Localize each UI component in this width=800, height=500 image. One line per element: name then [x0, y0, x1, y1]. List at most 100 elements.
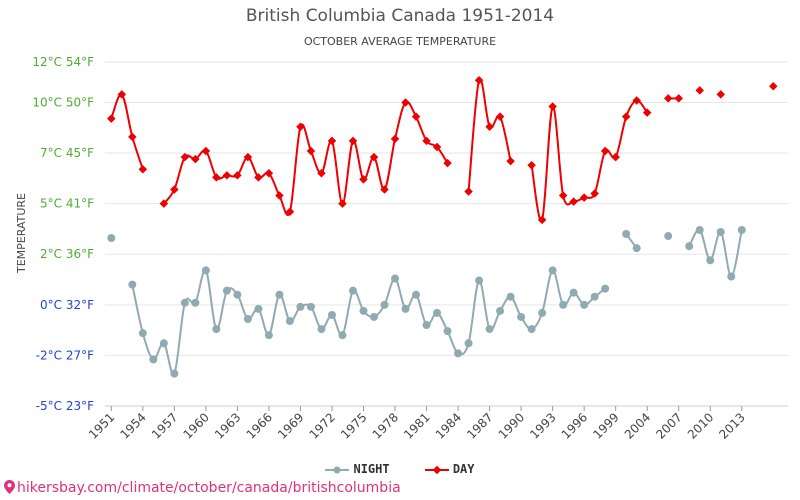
night-data-point[interactable]	[233, 290, 242, 299]
day-data-point[interactable]	[401, 98, 410, 107]
night-data-point[interactable]	[527, 325, 536, 334]
day-data-point[interactable]	[663, 94, 673, 103]
night-data-point[interactable]	[138, 329, 147, 338]
day-data-point[interactable]	[201, 146, 211, 156]
night-data-point[interactable]	[622, 230, 631, 238]
day-data-point[interactable]	[170, 185, 179, 194]
night-data-point[interactable]	[559, 300, 568, 309]
night-data-point[interactable]	[149, 355, 158, 364]
night-data-point[interactable]	[359, 306, 368, 315]
day-data-point[interactable]	[222, 171, 232, 180]
day-data-point[interactable]	[390, 134, 400, 144]
night-data-point[interactable]	[601, 284, 610, 293]
day-data-point[interactable]	[264, 169, 274, 178]
night-data-point[interactable]	[412, 290, 421, 299]
day-data-point[interactable]	[474, 75, 484, 85]
night-data-point[interactable]	[485, 325, 494, 334]
day-data-point[interactable]	[716, 90, 725, 99]
day-data-point[interactable]	[369, 152, 379, 162]
day-data-point[interactable]	[506, 156, 515, 166]
day-data-point[interactable]	[674, 94, 683, 103]
night-data-point[interactable]	[201, 266, 210, 275]
day-data-point[interactable]	[243, 152, 253, 162]
legend-item-day[interactable]: DAY	[424, 462, 475, 476]
day-data-point[interactable]	[443, 158, 452, 168]
night-data-point[interactable]	[391, 274, 400, 283]
day-data-point[interactable]	[317, 169, 326, 178]
night-data-point[interactable]	[517, 312, 526, 321]
night-data-point[interactable]	[685, 242, 694, 251]
night-data-point[interactable]	[254, 304, 263, 313]
night-data-point[interactable]	[296, 302, 305, 311]
day-data-point[interactable]	[233, 171, 242, 180]
day-data-point[interactable]	[548, 102, 557, 111]
legend-item-night[interactable]: NIGHT	[325, 462, 390, 476]
day-data-point[interactable]	[695, 86, 704, 95]
night-data-point[interactable]	[170, 369, 179, 378]
night-data-point[interactable]	[664, 232, 673, 241]
night-data-point[interactable]	[348, 286, 357, 295]
day-data-point[interactable]	[191, 154, 200, 164]
night-data-point[interactable]	[285, 317, 294, 326]
night-data-point[interactable]	[317, 325, 326, 334]
day-data-point[interactable]	[338, 199, 347, 208]
day-data-point[interactable]	[495, 112, 505, 121]
day-data-point[interactable]	[464, 187, 473, 196]
night-data-point[interactable]	[275, 290, 284, 299]
day-data-point[interactable]	[180, 152, 190, 162]
day-data-point[interactable]	[138, 165, 148, 174]
night-data-point[interactable]	[306, 302, 315, 311]
day-data-point[interactable]	[558, 191, 568, 200]
night-data-point[interactable]	[128, 280, 137, 289]
day-data-point[interactable]	[275, 191, 284, 200]
day-data-point[interactable]	[611, 152, 620, 162]
day-data-point[interactable]	[285, 207, 295, 216]
night-data-point[interactable]	[369, 312, 378, 321]
day-data-point[interactable]	[411, 112, 421, 121]
day-data-point[interactable]	[422, 136, 431, 146]
source-link[interactable]: hikersbay.com/climate/october/canada/bri…	[4, 480, 401, 498]
night-data-point[interactable]	[422, 321, 431, 330]
day-data-point[interactable]	[600, 146, 610, 156]
night-data-point[interactable]	[506, 292, 515, 301]
night-data-point[interactable]	[716, 227, 725, 236]
night-data-point[interactable]	[496, 306, 505, 315]
night-data-point[interactable]	[380, 300, 389, 309]
night-data-point[interactable]	[212, 325, 221, 334]
day-data-point[interactable]	[380, 185, 389, 194]
night-data-point[interactable]	[538, 308, 547, 317]
night-data-point[interactable]	[475, 276, 484, 285]
day-data-point[interactable]	[107, 114, 116, 123]
day-data-point[interactable]	[769, 82, 778, 91]
day-data-point[interactable]	[621, 112, 631, 121]
night-data-point[interactable]	[338, 331, 347, 340]
night-data-point[interactable]	[327, 310, 336, 319]
night-data-point[interactable]	[401, 304, 410, 313]
night-data-point[interactable]	[632, 244, 641, 253]
day-data-point[interactable]	[128, 132, 137, 142]
night-data-point[interactable]	[464, 339, 473, 348]
night-data-point[interactable]	[590, 292, 599, 301]
day-data-point[interactable]	[306, 146, 316, 156]
night-data-point[interactable]	[737, 225, 746, 234]
day-data-point[interactable]	[359, 175, 368, 184]
day-data-point[interactable]	[579, 193, 589, 202]
night-data-point[interactable]	[548, 266, 557, 275]
day-data-point[interactable]	[527, 160, 536, 170]
night-data-point[interactable]	[222, 286, 231, 295]
night-data-point[interactable]	[107, 234, 116, 243]
night-data-point[interactable]	[191, 298, 200, 307]
night-data-point[interactable]	[454, 349, 463, 358]
night-data-point[interactable]	[569, 288, 578, 297]
day-data-point[interactable]	[212, 173, 221, 182]
day-data-point[interactable]	[432, 142, 442, 152]
day-data-point[interactable]	[348, 136, 358, 146]
day-data-point[interactable]	[569, 197, 578, 206]
day-data-point[interactable]	[117, 90, 127, 99]
day-data-point[interactable]	[159, 199, 169, 208]
night-data-point[interactable]	[264, 331, 273, 340]
night-data-point[interactable]	[433, 308, 442, 317]
night-data-point[interactable]	[443, 327, 452, 336]
night-data-point[interactable]	[706, 256, 715, 265]
night-data-point[interactable]	[695, 225, 704, 234]
